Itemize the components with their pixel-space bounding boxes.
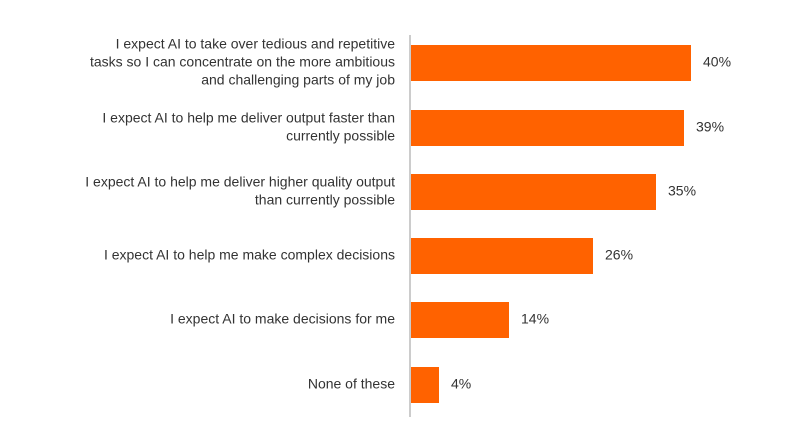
value-label-1: 40% xyxy=(703,54,731,70)
category-label-5: I expect AI to make decisions for me xyxy=(170,311,395,327)
bars-group xyxy=(411,45,691,403)
bar-4 xyxy=(411,238,593,274)
category-label-3: I expect AI to help me deliver higher qu… xyxy=(85,174,395,208)
category-label-6: None of these xyxy=(308,376,395,392)
category-label-4: I expect AI to help me make complex deci… xyxy=(104,247,395,263)
bar-1 xyxy=(411,45,691,81)
bar-5 xyxy=(411,302,509,338)
bar-6 xyxy=(411,367,439,403)
category-label-1: I expect AI to take over tedious and rep… xyxy=(90,36,395,88)
value-label-5: 14% xyxy=(521,311,549,327)
category-labels-group: I expect AI to take over tedious and rep… xyxy=(85,36,395,392)
value-label-3: 35% xyxy=(668,183,696,199)
bar-3 xyxy=(411,174,656,210)
value-label-4: 26% xyxy=(605,247,633,263)
value-label-6: 4% xyxy=(451,376,471,392)
bar-2 xyxy=(411,110,684,146)
category-label-2: I expect AI to help me deliver output fa… xyxy=(102,110,395,144)
value-labels-group: 40% 39% 35% 26% 14% 4% xyxy=(451,54,731,392)
value-label-2: 39% xyxy=(696,119,724,135)
